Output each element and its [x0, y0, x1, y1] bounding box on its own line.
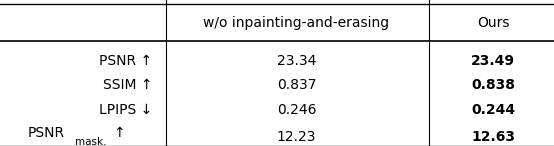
Text: ↑: ↑ — [114, 126, 125, 140]
Text: 12.63: 12.63 — [471, 130, 515, 144]
Text: 23.34: 23.34 — [276, 54, 316, 68]
Text: 23.49: 23.49 — [471, 54, 515, 68]
Text: 0.838: 0.838 — [471, 78, 515, 92]
Text: 0.837: 0.837 — [276, 78, 316, 92]
Text: SSIM ↑: SSIM ↑ — [103, 78, 152, 92]
Text: 0.244: 0.244 — [471, 103, 515, 117]
Text: w/o inpainting-and-erasing: w/o inpainting-and-erasing — [203, 16, 389, 30]
Text: LPIPS ↓: LPIPS ↓ — [99, 103, 152, 117]
Text: 12.23: 12.23 — [276, 130, 316, 144]
Text: 0.246: 0.246 — [276, 103, 316, 117]
Text: PSNR: PSNR — [28, 126, 65, 140]
Text: Ours: Ours — [477, 16, 509, 30]
Text: mask.: mask. — [75, 137, 106, 146]
Text: PSNR ↑: PSNR ↑ — [99, 54, 152, 68]
